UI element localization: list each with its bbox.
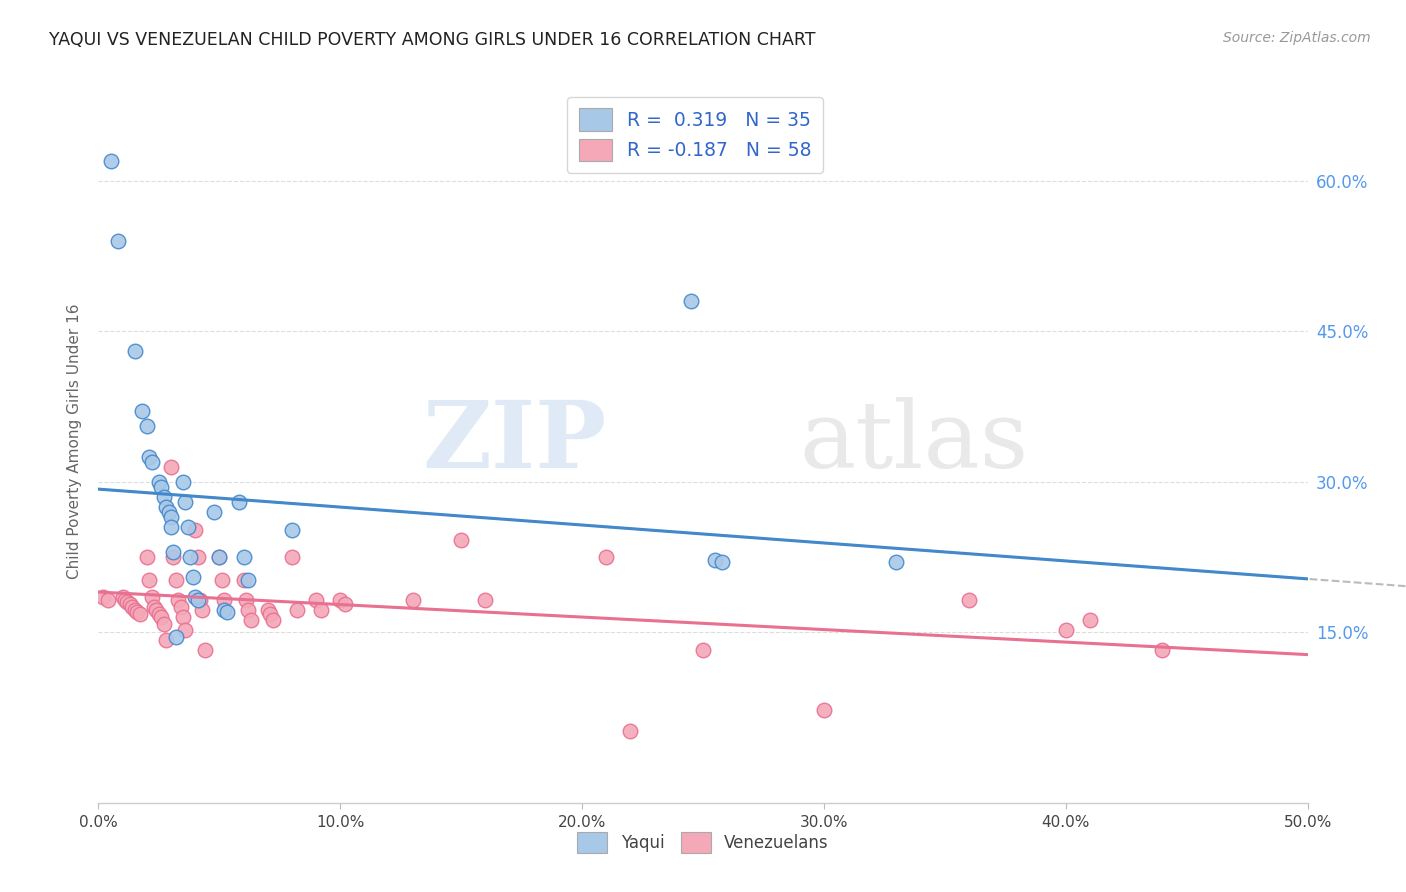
Point [145, 603, 167, 617]
Point [162, 549, 184, 564]
Point [138, 573, 160, 587]
Point [333, 597, 356, 611]
Point [1152, 643, 1174, 657]
Point [228, 494, 250, 508]
Point [262, 613, 284, 627]
Point [232, 573, 254, 587]
Point [329, 593, 352, 607]
Point [169, 600, 191, 615]
Point [165, 630, 187, 644]
Point [138, 450, 160, 464]
Point [474, 593, 496, 607]
Point [111, 590, 134, 604]
Point [285, 603, 308, 617]
Point [813, 703, 835, 717]
Point [155, 633, 177, 648]
Point [679, 293, 702, 308]
Point [124, 344, 146, 359]
Point [127, 605, 149, 619]
Point [238, 603, 260, 617]
Point [450, 533, 472, 547]
Point [211, 573, 233, 587]
Point [150, 480, 173, 494]
Point [259, 607, 281, 621]
Point [148, 475, 170, 489]
Point [160, 509, 183, 524]
Text: YAQUI VS VENEZUELAN CHILD POVERTY AMONG GIRLS UNDER 16 CORRELATION CHART: YAQUI VS VENEZUELAN CHILD POVERTY AMONG … [49, 31, 815, 49]
Point [165, 573, 187, 587]
Point [148, 607, 170, 621]
Point [184, 523, 207, 537]
Point [107, 234, 129, 248]
Point [160, 520, 183, 534]
Point [711, 555, 734, 569]
Point [167, 593, 190, 607]
Point [232, 549, 254, 564]
Point [212, 593, 235, 607]
Point [143, 600, 166, 615]
Point [204, 505, 226, 519]
Point [174, 623, 197, 637]
Point [141, 590, 163, 604]
Point [235, 593, 257, 607]
Point [692, 643, 714, 657]
Point [121, 600, 143, 615]
Point [187, 593, 209, 607]
Point [179, 549, 201, 564]
Point [188, 593, 211, 607]
Point [595, 549, 617, 564]
Point [152, 490, 174, 504]
Text: ZIP: ZIP [422, 397, 606, 486]
Point [256, 603, 278, 617]
Text: Source: ZipAtlas.com: Source: ZipAtlas.com [1223, 31, 1371, 45]
Text: atlas: atlas [800, 397, 1029, 486]
Point [208, 549, 231, 564]
Point [704, 553, 727, 567]
Point [155, 500, 177, 514]
Point [957, 593, 980, 607]
Point [91, 590, 114, 604]
Point [239, 613, 262, 627]
Point [1078, 613, 1101, 627]
Point [135, 549, 157, 564]
Point [305, 593, 328, 607]
Point [100, 153, 122, 168]
Point [131, 404, 153, 418]
Point [184, 590, 207, 604]
Point [128, 607, 150, 621]
Point [152, 617, 174, 632]
Point [619, 723, 641, 738]
Point [215, 605, 238, 619]
Point [191, 603, 214, 617]
Point [124, 603, 146, 617]
Point [117, 595, 139, 609]
Point [97, 593, 120, 607]
Point [172, 475, 194, 489]
Point [281, 523, 304, 537]
Point [135, 419, 157, 434]
Point [886, 555, 908, 569]
Point [172, 610, 194, 624]
Point [1054, 623, 1077, 637]
Point [114, 593, 136, 607]
Point [309, 603, 332, 617]
Point [238, 573, 260, 587]
Point [141, 454, 163, 469]
Point [212, 603, 235, 617]
Point [281, 549, 304, 564]
Point [150, 610, 173, 624]
Point [118, 597, 141, 611]
Point [177, 520, 200, 534]
Y-axis label: Child Poverty Among Girls Under 16: Child Poverty Among Girls Under 16 [67, 304, 83, 579]
Point [157, 505, 180, 519]
Point [181, 570, 204, 584]
Point [174, 494, 197, 508]
Point [162, 545, 184, 559]
Point [160, 459, 183, 474]
Legend: Yaqui, Venezuelans: Yaqui, Venezuelans [571, 826, 835, 860]
Point [402, 593, 425, 607]
Point [187, 549, 209, 564]
Point [194, 643, 217, 657]
Point [208, 549, 231, 564]
